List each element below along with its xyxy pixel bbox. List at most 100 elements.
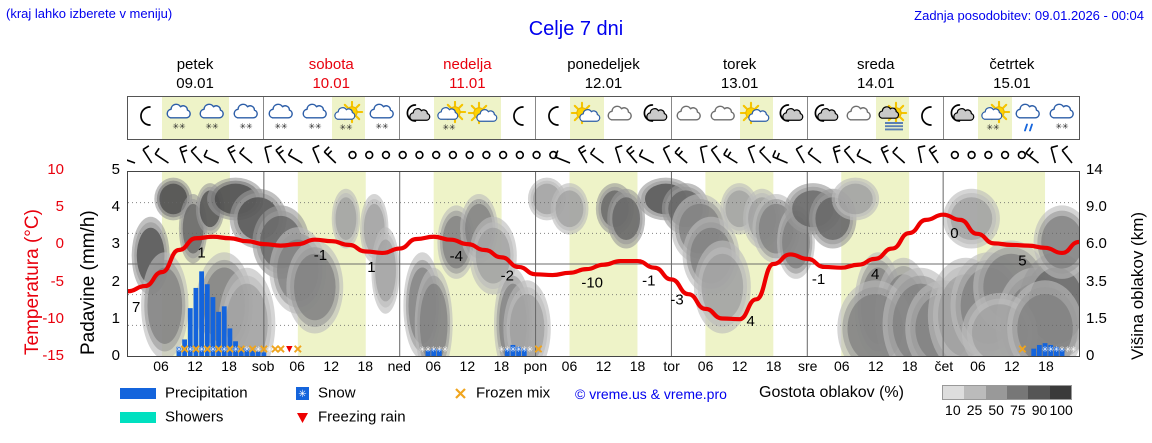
svg-text:✳: ✳: [308, 122, 315, 131]
cloud-density-field: [131, 177, 1079, 356]
weather-icon-moon-cloud: [808, 97, 842, 139]
axis-tick: 14: [1086, 161, 1103, 178]
icon-day-group: ✳ ✳ ✳ ✳: [944, 97, 1079, 139]
svg-text:-1: -1: [314, 247, 327, 264]
weather-icon-cloud-snow: ✳ ✳: [229, 97, 263, 139]
svg-text:✳: ✳: [436, 345, 443, 354]
axis-tick: 0: [111, 347, 120, 364]
day-header-četrtek: četrtek 15.01: [944, 55, 1080, 95]
axis-tick: 3.5: [1086, 272, 1107, 290]
svg-text:✳: ✳: [346, 123, 353, 132]
cloud-density-colorbar: [942, 385, 1072, 400]
weather-icon-moon: [909, 97, 943, 139]
weather-icon-moon: [501, 97, 535, 139]
svg-text:✳: ✳: [1042, 345, 1049, 354]
svg-text:✳: ✳: [1070, 345, 1077, 354]
day-header-sreda: sreda 14.01: [808, 55, 944, 95]
cloud-density-scale-labels: 10 25 50 75 90 100: [932, 402, 1084, 420]
day-name: sobota: [308, 56, 354, 73]
time-label: tor: [663, 358, 680, 374]
svg-text:✳: ✳: [430, 345, 437, 354]
svg-text:✳: ✳: [212, 122, 219, 131]
legend-snow: ✳ Snow: [292, 384, 356, 402]
day-date: 09.01: [176, 75, 214, 92]
svg-text:-10: -10: [581, 275, 603, 292]
svg-text:-2: -2: [501, 268, 514, 285]
day-header-ponedeljek: ponedeljek 12.01: [535, 55, 671, 95]
chart-legend: Precipitation Showers ✳ Snow Freezing ra…: [120, 382, 1152, 440]
day-name: nedelja: [443, 56, 492, 73]
location-menu-note[interactable]: (kraj lahko izberete v meniju): [6, 6, 173, 21]
svg-text:✳: ✳: [1053, 345, 1060, 354]
svg-text:✳: ✳: [425, 345, 432, 354]
svg-text:✳: ✳: [244, 345, 251, 354]
time-label: 18: [357, 358, 374, 374]
weather-icon-cloud-snow: ✳ ✳: [1045, 97, 1079, 139]
svg-text:✳: ✳: [198, 345, 205, 354]
svg-text:✳: ✳: [274, 122, 281, 131]
weather-icon-band: ✳ ✳ ✳ ✳ ✳ ✳ ✳ ✳ ✳ ✳ ✳ ✳ ✳ ✳ ✳ ✳ ✳ ✳ ✳ ✳: [127, 96, 1080, 140]
day-name: ponedeljek: [567, 56, 640, 73]
cloud-density-step: [1028, 386, 1050, 399]
day-header-torek: torek 13.01: [672, 55, 808, 95]
time-label: 12: [867, 358, 884, 374]
svg-text:✳: ✳: [442, 345, 449, 354]
time-label: 12: [187, 358, 203, 374]
svg-text:✳: ✳: [246, 122, 253, 131]
time-label: 06: [970, 358, 986, 374]
svg-text:4: 4: [871, 266, 879, 283]
icon-day-group: [808, 97, 944, 139]
cloud-density-step: [1006, 386, 1029, 399]
svg-text:✳: ✳: [1047, 345, 1054, 354]
svg-text:✳: ✳: [510, 345, 517, 354]
time-label: 06: [561, 358, 578, 374]
x-marker-icon: [450, 385, 470, 402]
day-name: petek: [176, 56, 214, 73]
svg-text:✳: ✳: [1059, 345, 1066, 354]
copyright-link[interactable]: © vreme.us & vreme.pro: [575, 386, 727, 402]
svg-text:✳: ✳: [527, 345, 534, 354]
time-label: čet: [934, 358, 954, 374]
axis-tick: 0: [1086, 347, 1095, 364]
svg-text:✳: ✳: [1062, 122, 1069, 131]
svg-text:✳: ✳: [232, 345, 239, 354]
axis-tick: 2: [111, 272, 120, 290]
meteogram-plot: ✳ ✳ ✳ ✳ ✳ ✳ ✳ ✳ ✳ ✳ ✳ ✳ ✳ ✳ ✳ ✳ ✳ ✳ ✳ ✳ ✳ ✳ ✳ ✳ ✳ ✳ 1 -1 1 -4 -2 -10 -1…: [127, 171, 1080, 357]
svg-text:✳: ✳: [449, 123, 456, 132]
time-label: 12: [1004, 358, 1020, 374]
time-label: 18: [493, 358, 510, 374]
svg-text:✳: ✳: [521, 345, 528, 354]
page-title: Celje 7 dni: [528, 18, 624, 40]
time-label: 06: [697, 358, 714, 374]
weather-icon-cloud: [706, 97, 740, 139]
day-header-nedelja: nedelja 11.01: [399, 55, 535, 95]
time-label: 06: [289, 358, 305, 374]
meteogram-svg: ✳ ✳ ✳ ✳ ✳ ✳ ✳ ✳ ✳ ✳✳✳✳✳ ✳✳✳✳✳✳ ✳✳✳✳✳✳ 1 -11-4-2 -10 -1…: [128, 172, 1079, 356]
time-label: 06: [153, 358, 169, 374]
weather-icon-moon-cloud: [400, 97, 434, 139]
wind-barbs-svg: [119, 144, 1073, 164]
time-label: 12: [459, 358, 476, 374]
showers-swatch: [120, 411, 156, 423]
day-date: 10.01: [312, 75, 350, 92]
weather-icon-sun-cloud-snow: ✳ ✳: [331, 97, 366, 139]
icon-day-group: [672, 97, 808, 139]
svg-text:✳: ✳: [266, 345, 273, 354]
icon-day-group: ✳ ✳ ✳ ✳ ✳ ✳: [128, 97, 264, 139]
svg-text:✳: ✳: [172, 122, 179, 131]
cloud-height-axis-title: Višina oblakov (km): [1128, 211, 1147, 360]
svg-text:✳: ✳: [255, 345, 262, 354]
weather-icon-cloud-rain: [1012, 97, 1046, 139]
axis-tick: 1.5: [1086, 309, 1107, 327]
day-header-petek: petek 09.01: [127, 55, 263, 95]
legend-precipitation-label: Precipitation: [165, 384, 248, 402]
svg-text:4: 4: [747, 313, 755, 330]
day-header-strip: petek 09.01 sobota 10.01 nedelja 11.01 ponedel…: [127, 55, 1080, 95]
svg-text:-1: -1: [812, 271, 825, 288]
time-label: pon: [523, 358, 548, 374]
svg-text:✳: ✳: [442, 123, 449, 132]
cloud-density-step-label: 25: [966, 402, 983, 418]
time-label: 12: [323, 358, 339, 374]
axis-tick: 10: [47, 161, 64, 178]
cloud-density-step-label: 75: [1010, 402, 1026, 418]
